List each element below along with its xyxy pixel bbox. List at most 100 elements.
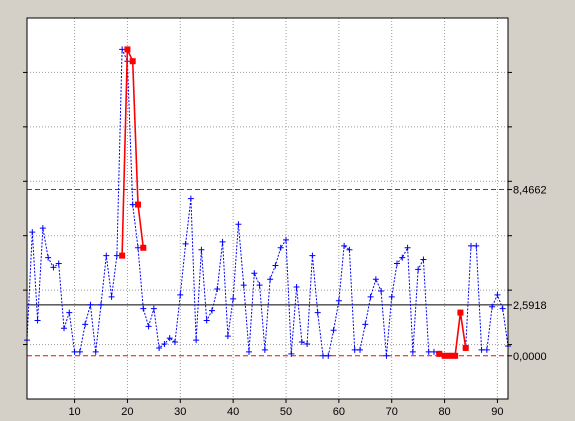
data-point — [39, 225, 46, 232]
data-point — [256, 282, 263, 289]
data-point — [320, 352, 326, 359]
data-point — [409, 348, 416, 355]
data-point — [494, 291, 501, 298]
data-point — [420, 256, 427, 263]
x-tick-label: 30 — [174, 406, 186, 418]
ucl-label: 8,4662 — [513, 185, 547, 197]
data-point — [34, 317, 41, 324]
data-point — [277, 244, 284, 251]
data-point — [87, 301, 94, 308]
data-point — [135, 244, 141, 251]
plot-frame — [26, 17, 509, 400]
data-point — [55, 260, 62, 267]
data-point — [119, 46, 126, 53]
data-point — [478, 346, 485, 353]
data-point — [283, 236, 289, 243]
data-point — [61, 325, 67, 332]
data-point — [76, 348, 83, 355]
data-point — [224, 333, 231, 340]
data-point — [383, 352, 390, 359]
x-tick-label: 80 — [438, 406, 450, 418]
data-point — [367, 293, 374, 300]
data-point — [325, 352, 332, 359]
data-point — [362, 321, 369, 328]
highlight-point — [436, 350, 443, 357]
lcl-label: 0,0000 — [513, 351, 547, 363]
data-point — [314, 309, 321, 316]
data-point — [66, 309, 73, 316]
data-point — [251, 270, 258, 277]
highlight-point — [119, 252, 126, 259]
data-point — [103, 252, 110, 259]
data-point — [261, 346, 268, 353]
data-point — [187, 195, 194, 202]
data-point — [203, 317, 210, 324]
x-tick-label: 20 — [121, 406, 133, 418]
data-point — [177, 291, 184, 298]
data-point — [309, 252, 316, 259]
data-point — [230, 295, 237, 302]
data-point — [425, 348, 432, 355]
data-point — [45, 254, 52, 261]
data-point — [415, 266, 422, 273]
reference-lines — [27, 189, 508, 357]
data-point — [357, 346, 363, 353]
x-tick-label: 60 — [333, 406, 345, 418]
data-point — [293, 284, 300, 291]
data-point — [82, 321, 89, 328]
data-point — [129, 201, 136, 208]
data-point — [113, 252, 120, 259]
data-point — [240, 282, 247, 289]
data-point — [394, 260, 400, 267]
highlight-point — [462, 344, 469, 351]
data-point — [378, 287, 385, 294]
data-point — [150, 305, 157, 312]
x-tick-label: 70 — [386, 406, 398, 418]
data-point — [145, 323, 152, 330]
x-tick-label: 90 — [491, 406, 503, 418]
data-point — [209, 307, 215, 314]
data-point — [198, 246, 205, 253]
data-point — [92, 348, 99, 355]
data-point — [431, 348, 437, 355]
data-point — [330, 327, 337, 334]
data-point — [108, 293, 115, 300]
data-point — [473, 242, 480, 249]
axis-layer: 10 20 30 40 50 60 70 80 90 8,4662 2,5918 0,0000 — [23, 17, 547, 418]
data-point — [161, 341, 168, 348]
highlight-point — [446, 352, 453, 359]
data-point — [71, 348, 78, 355]
data-point — [50, 264, 57, 271]
data-point — [351, 346, 358, 353]
data-point — [388, 293, 395, 300]
data-point — [156, 344, 163, 351]
data-point — [166, 335, 173, 342]
data-point — [235, 221, 242, 228]
highlight-point — [140, 244, 147, 251]
x-tick-label: 50 — [280, 406, 292, 418]
data-point — [489, 303, 496, 310]
data-point — [341, 242, 348, 249]
data-point — [335, 297, 342, 304]
plot-area — [26, 17, 509, 400]
series-line-main — [26, 49, 509, 357]
highlight-point — [441, 352, 448, 359]
data-point — [346, 246, 353, 253]
data-point — [404, 244, 411, 251]
highlight-point — [452, 352, 459, 359]
data-point — [193, 337, 200, 344]
highlight-point — [457, 309, 464, 316]
data-point — [372, 276, 379, 283]
data-point — [219, 238, 226, 245]
data-point — [267, 276, 274, 283]
data-point — [272, 262, 279, 269]
x-tick-label: 40 — [227, 406, 239, 418]
data-point — [499, 305, 506, 312]
series-layer — [24, 46, 511, 359]
center-label: 2,5918 — [513, 300, 547, 312]
data-point — [483, 346, 490, 353]
highlight-point — [135, 201, 141, 208]
data-point — [468, 242, 474, 249]
data-point — [29, 229, 36, 236]
